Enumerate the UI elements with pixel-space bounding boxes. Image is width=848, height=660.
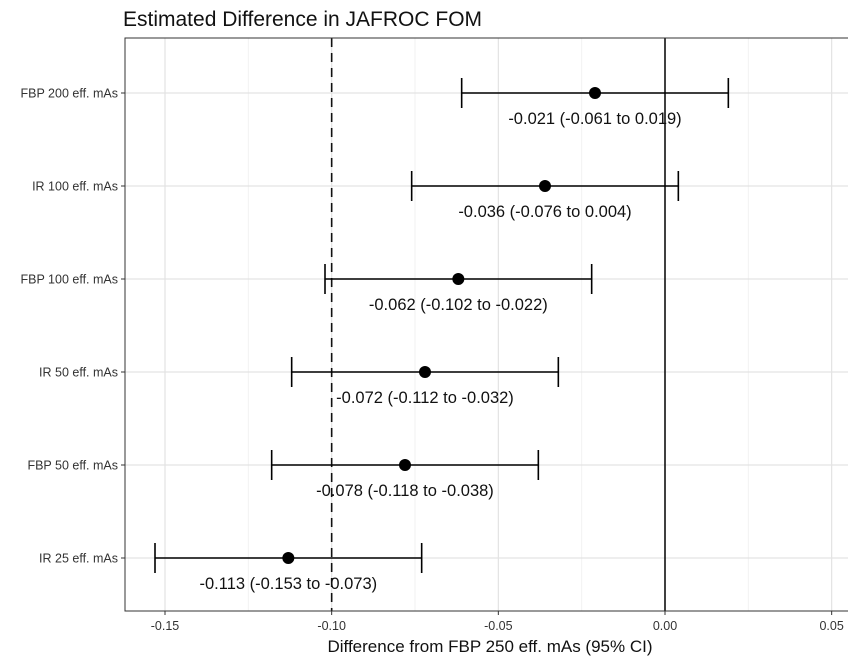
- plot-frame: [124, 37, 848, 612]
- ci-data-label: -0.021 (-0.061 to 0.019): [508, 110, 681, 128]
- x-tick-label: 0.00: [653, 619, 677, 633]
- estimate-point: [399, 459, 411, 471]
- y-tick-label: FBP 50 eff. mAs: [27, 459, 118, 473]
- y-tick-label: IR 50 eff. mAs: [39, 366, 118, 380]
- grid-layer: [125, 38, 848, 611]
- estimate-point: [282, 552, 295, 564]
- ci-data-label: -0.062 (-0.102 to -0.022): [369, 296, 548, 314]
- y-tick-label: FBP 200 eff. mAs: [20, 87, 118, 101]
- ci-data-label: -0.036 (-0.076 to 0.004): [458, 203, 631, 221]
- x-tick-label: -0.15: [151, 619, 180, 633]
- reference-lines: [330, 38, 666, 611]
- y-tick-label: IR 100 eff. mAs: [32, 180, 118, 194]
- x-axis-label: Difference from FBP 250 eff. mAs (95% CI…: [327, 637, 652, 656]
- ci-data-label: -0.078 (-0.118 to -0.038): [316, 482, 494, 500]
- estimate-point: [539, 180, 551, 192]
- ci-data-label: -0.113 (-0.153 to -0.073): [200, 575, 378, 593]
- estimate-point: [419, 366, 431, 378]
- estimate-point: [452, 273, 465, 285]
- chart-title: Estimated Difference in JAFROC FOM: [123, 8, 482, 31]
- ci-data-label: -0.072 (-0.112 to -0.032): [336, 389, 514, 407]
- x-tick-label: 0.05: [819, 619, 843, 633]
- x-tick-label: -0.05: [484, 619, 513, 633]
- marks-layer: -0.021 (-0.061 to 0.019) -0.036 (-0.076 t…: [154, 78, 730, 593]
- y-tick-label: FBP 100 eff. mAs: [20, 273, 118, 287]
- estimate-point: [589, 87, 601, 99]
- y-tick-label: IR 25 eff. mAs: [39, 552, 118, 566]
- x-tick-label: -0.10: [317, 619, 346, 633]
- axis-layer: FBP 200 eff. mAs IR 100 eff. mAs FBP 100 e…: [20, 87, 843, 634]
